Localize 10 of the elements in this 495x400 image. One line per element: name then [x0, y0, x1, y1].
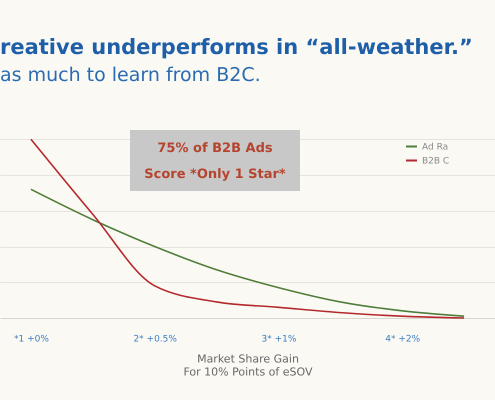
legend-label: B2B C: [422, 156, 450, 166]
x-tick-label: 2* +0.5%: [133, 334, 178, 344]
x-tick-label: 3* +1%: [261, 334, 297, 344]
legend-label: Ad Ra: [422, 142, 448, 152]
annotation: 75% of B2B Ads Score *Only 1 Star*: [144, 141, 286, 182]
x-axis-title: Market Share Gain For 10% Points of eSOV: [183, 352, 313, 378]
chart-title: reative underperforms in “all-weather.”: [0, 35, 473, 59]
x-tick-label: 4* +2%: [385, 334, 421, 344]
chart-subtitle: as much to learn from B2C.: [0, 64, 261, 86]
x-tick-label: *1 +0%: [14, 334, 50, 344]
